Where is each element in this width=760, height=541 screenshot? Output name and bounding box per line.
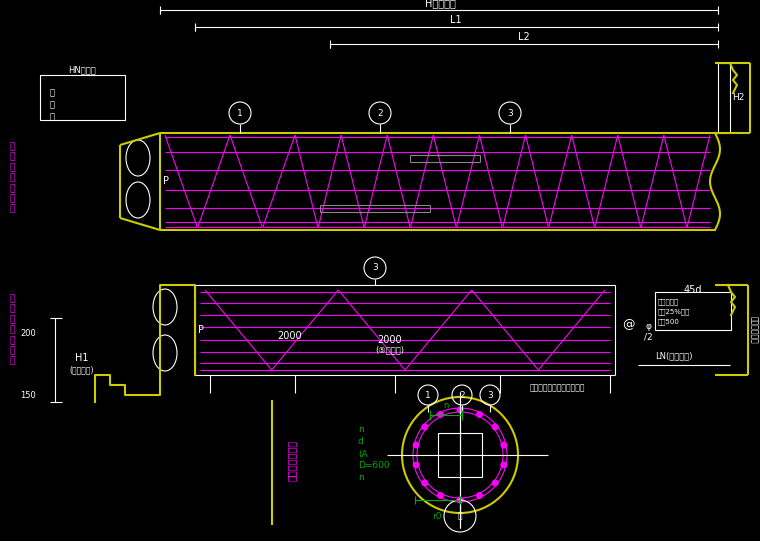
Text: n: n [358,473,364,483]
Text: 3: 3 [507,109,513,117]
Circle shape [421,479,429,486]
Text: H（桶长）: H（桶长） [425,0,455,8]
Text: 200: 200 [20,328,36,338]
Text: 距: 距 [50,112,55,121]
Text: d: d [358,438,364,446]
Text: LN(锚加筋段): LN(锚加筋段) [655,352,692,360]
Bar [438,433,482,477]
Text: r0: r0 [432,512,442,521]
Text: 天
干
管
轻
型
桁
架: 天 干 管 轻 型 桁 架 [9,142,14,214]
Text: 接头错开不: 接头错开不 [658,298,679,305]
Bar [655,292,731,330]
Circle shape [421,424,429,431]
Text: 配筋率计算书: 配筋率计算书 [749,316,758,344]
Circle shape [500,461,508,469]
Text: HN入桶刺: HN入桶刺 [68,65,96,74]
Text: (入桩深度): (入桩深度) [70,366,94,374]
Text: 3: 3 [487,391,493,399]
Text: (A: (A [358,450,368,459]
Text: P: P [198,325,204,335]
Text: 桩: 桩 [458,511,462,520]
Text: 等截面桩示意图: 等截面桩示意图 [287,439,297,480]
Text: 3: 3 [372,263,378,273]
Circle shape [492,424,499,431]
Circle shape [457,406,464,413]
Text: 桩: 桩 [50,88,55,97]
Text: H2: H2 [732,94,744,102]
Circle shape [500,441,508,448]
Circle shape [437,492,444,499]
Text: 45d: 45d [684,285,702,295]
Text: L1: L1 [450,15,462,25]
Text: 150: 150 [20,391,36,399]
Circle shape [413,461,420,469]
Text: 天
干
管
重
型
桁
架: 天 干 管 重 型 桁 架 [9,294,14,366]
Circle shape [457,497,464,504]
Text: φ
/2: φ /2 [644,322,652,342]
Circle shape [476,492,483,499]
Text: L2: L2 [518,32,530,42]
Text: 1: 1 [425,391,431,399]
Circle shape [437,411,444,418]
Text: n: n [358,426,364,434]
Text: 2000: 2000 [378,335,402,345]
Text: (⑤简间距): (⑤简间距) [375,346,404,354]
Text: P: P [163,176,169,186]
Bar [40,75,125,120]
Text: 小于25%且不: 小于25%且不 [658,308,690,315]
Text: 2: 2 [459,391,465,399]
Circle shape [492,479,499,486]
Text: 2: 2 [377,109,383,117]
Text: H1: H1 [75,353,89,363]
Text: 径: 径 [50,100,55,109]
Text: @: @ [622,319,635,332]
Text: 钢筋锚固搭接按最新标准半: 钢筋锚固搭接按最新标准半 [530,383,585,392]
Circle shape [413,441,420,448]
Text: 1: 1 [237,109,243,117]
Text: n: n [443,401,448,410]
Circle shape [476,411,483,418]
Text: 小于500: 小于500 [658,318,680,325]
Text: 2000: 2000 [277,331,302,341]
Text: D=600: D=600 [358,461,390,471]
